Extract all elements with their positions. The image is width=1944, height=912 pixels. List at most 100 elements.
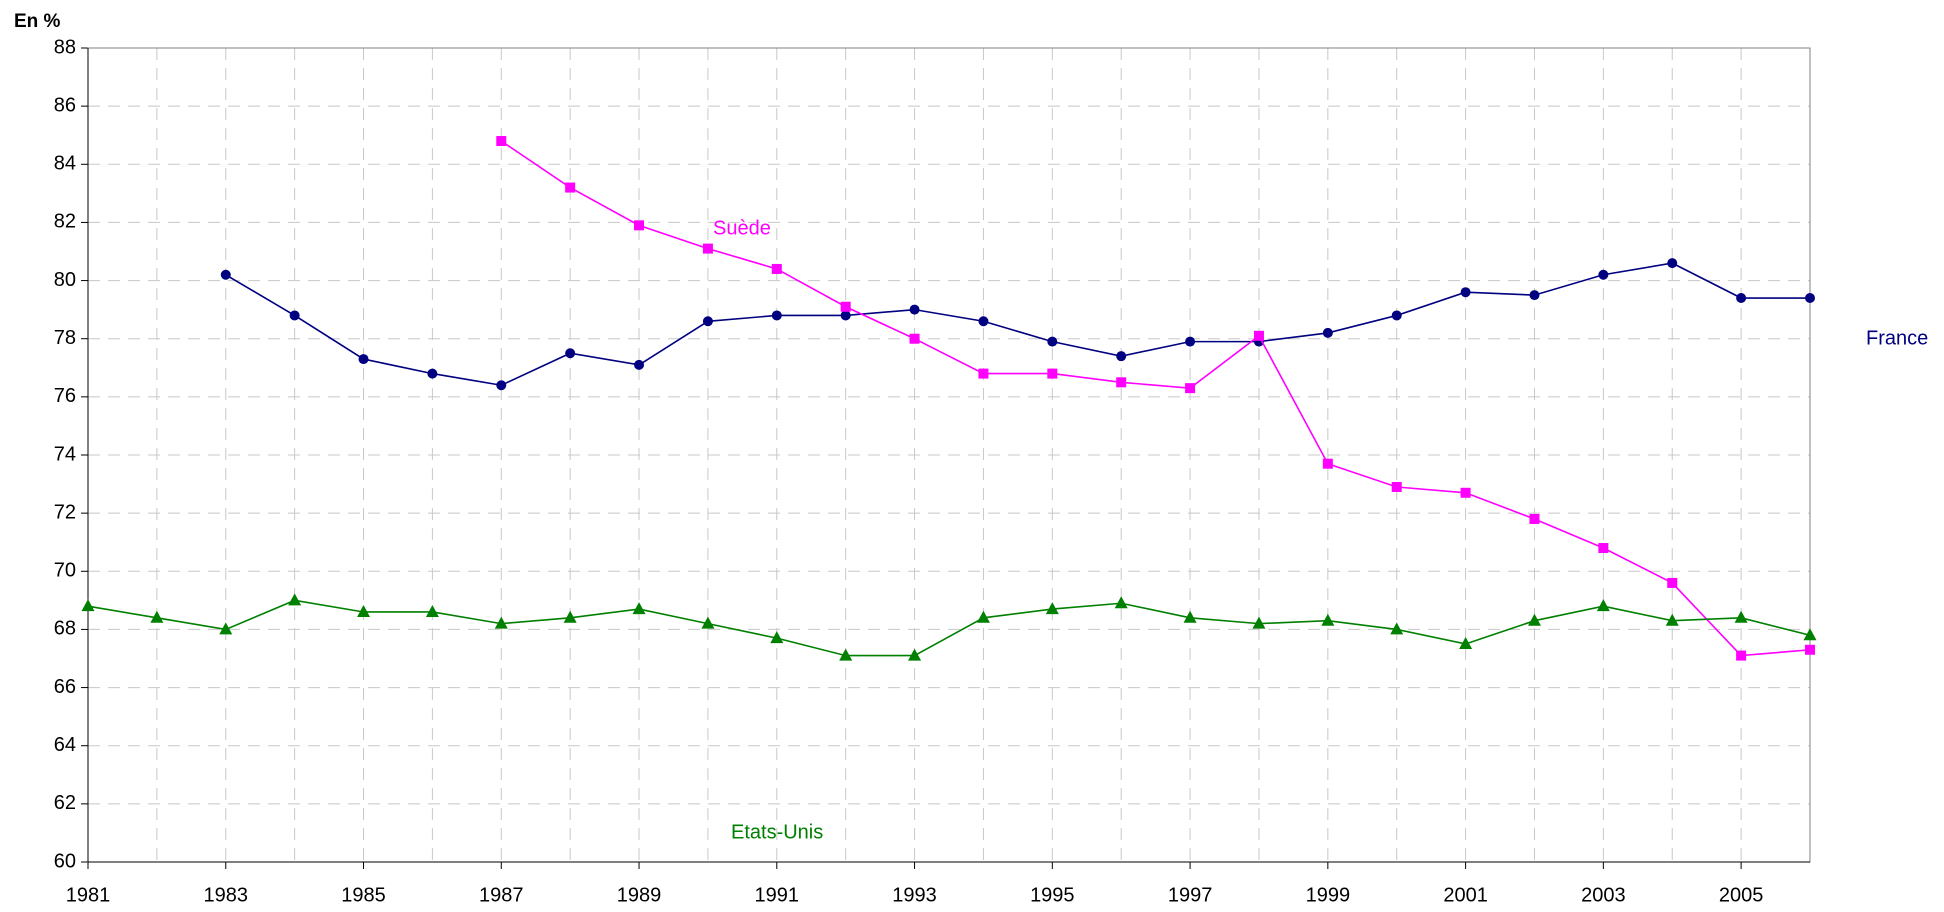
point	[702, 243, 713, 254]
y-tick-label: 68	[54, 618, 76, 640]
point	[1459, 636, 1473, 649]
point	[1527, 613, 1541, 626]
x-tick-label: 1987	[479, 884, 524, 906]
point	[1114, 596, 1128, 609]
point	[839, 648, 853, 661]
point	[1598, 543, 1609, 554]
y-tick-label: 64	[54, 734, 76, 756]
point	[1116, 351, 1127, 362]
series-line	[225, 262, 1810, 387]
point	[150, 610, 164, 623]
y-tick-label: 76	[54, 385, 76, 407]
x-tick-label: 1999	[1306, 884, 1351, 906]
point	[1185, 383, 1196, 394]
series-label: Suède	[713, 217, 771, 239]
point	[1045, 602, 1059, 615]
point	[1529, 290, 1540, 301]
point	[1598, 269, 1609, 280]
point	[81, 599, 95, 612]
x-tick-label: 1985	[341, 884, 386, 906]
point	[496, 380, 507, 391]
point	[494, 616, 508, 629]
point	[563, 610, 577, 623]
y-tick-label: 80	[54, 269, 76, 291]
point	[1667, 258, 1678, 269]
point	[908, 648, 922, 661]
point	[1183, 610, 1197, 623]
point	[909, 333, 920, 344]
point	[634, 220, 645, 231]
y-tick-label: 72	[54, 501, 76, 523]
point	[771, 310, 782, 321]
point	[1390, 622, 1404, 635]
x-tick-label: 1981	[66, 884, 111, 906]
point	[1667, 577, 1678, 588]
y-tick-label: 60	[54, 850, 76, 872]
point	[1391, 310, 1402, 321]
point	[1391, 481, 1402, 492]
point	[1805, 644, 1815, 655]
point	[1803, 628, 1817, 641]
point	[289, 310, 300, 321]
y-tick-label: 86	[54, 94, 76, 116]
y-axis-label: En %	[14, 11, 61, 32]
point	[702, 316, 713, 327]
point	[1321, 613, 1335, 626]
point	[1322, 458, 1333, 469]
y-tick-label: 84	[54, 153, 76, 175]
series-line	[500, 140, 1811, 657]
y-tick-label: 88	[54, 36, 76, 58]
point	[770, 631, 784, 644]
point	[701, 616, 715, 629]
point	[978, 316, 989, 327]
y-tick-label: 62	[54, 792, 76, 814]
point	[425, 604, 439, 617]
series-label: France	[1866, 327, 1928, 349]
y-tick-label: 82	[54, 211, 76, 233]
point	[634, 359, 645, 370]
point	[358, 354, 369, 365]
point	[909, 304, 920, 315]
point	[288, 593, 302, 606]
point	[1253, 330, 1264, 341]
y-tick-label: 78	[54, 327, 76, 349]
x-tick-label: 2005	[1719, 884, 1764, 906]
point	[1665, 613, 1679, 626]
point	[978, 368, 989, 379]
point	[496, 136, 507, 147]
y-tick-label: 70	[54, 560, 76, 582]
point	[840, 301, 851, 312]
x-tick-label: 1989	[617, 884, 662, 906]
series-line	[87, 599, 1811, 657]
point	[1529, 513, 1540, 524]
point	[1460, 487, 1471, 498]
x-tick-label: 1991	[755, 884, 800, 906]
x-tick-label: 2001	[1443, 884, 1488, 906]
point	[1736, 650, 1747, 661]
x-tick-label: 1993	[892, 884, 937, 906]
point	[976, 610, 990, 623]
point	[1596, 599, 1610, 612]
point	[1185, 336, 1196, 347]
x-tick-label: 1995	[1030, 884, 1075, 906]
point	[1047, 336, 1058, 347]
x-tick-label: 2003	[1581, 884, 1626, 906]
series-label: Etats-Unis	[731, 821, 823, 843]
point	[771, 263, 782, 274]
y-tick-label: 66	[54, 676, 76, 698]
x-tick-label: 1983	[204, 884, 249, 906]
point	[632, 602, 646, 615]
point	[1252, 616, 1266, 629]
point	[1116, 377, 1127, 388]
x-tick-label: 1997	[1168, 884, 1213, 906]
point	[840, 310, 851, 321]
point	[219, 622, 233, 635]
point	[1805, 293, 1815, 304]
y-tick-label: 74	[54, 443, 76, 465]
point	[1460, 287, 1471, 298]
point	[1047, 368, 1058, 379]
point	[565, 348, 576, 359]
point	[357, 604, 371, 617]
point	[1734, 610, 1748, 623]
